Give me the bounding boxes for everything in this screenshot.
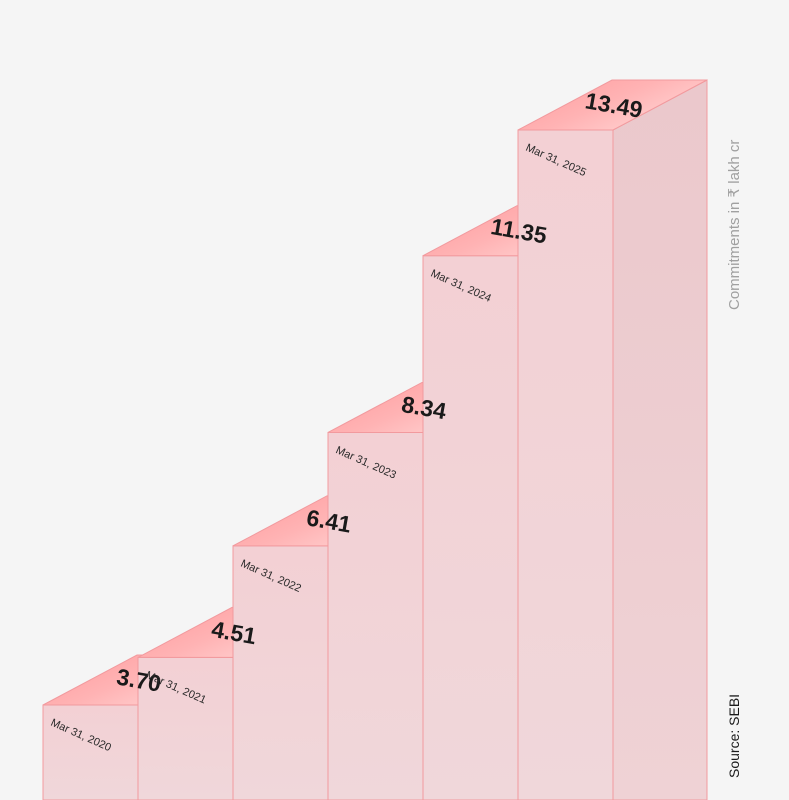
y-axis-label: Commitments in ₹ lakh cr	[726, 140, 743, 310]
bar-front-face	[327, 431, 424, 800]
bar-side-face	[612, 79, 708, 800]
bar-front-face	[42, 704, 139, 800]
bar-front-face	[517, 129, 614, 800]
source-note: Source: SEBI	[726, 694, 742, 778]
bar-top-face	[517, 79, 708, 131]
bar-front-face	[422, 255, 519, 800]
bar-6	[517, 79, 708, 800]
bars-group	[42, 79, 708, 800]
